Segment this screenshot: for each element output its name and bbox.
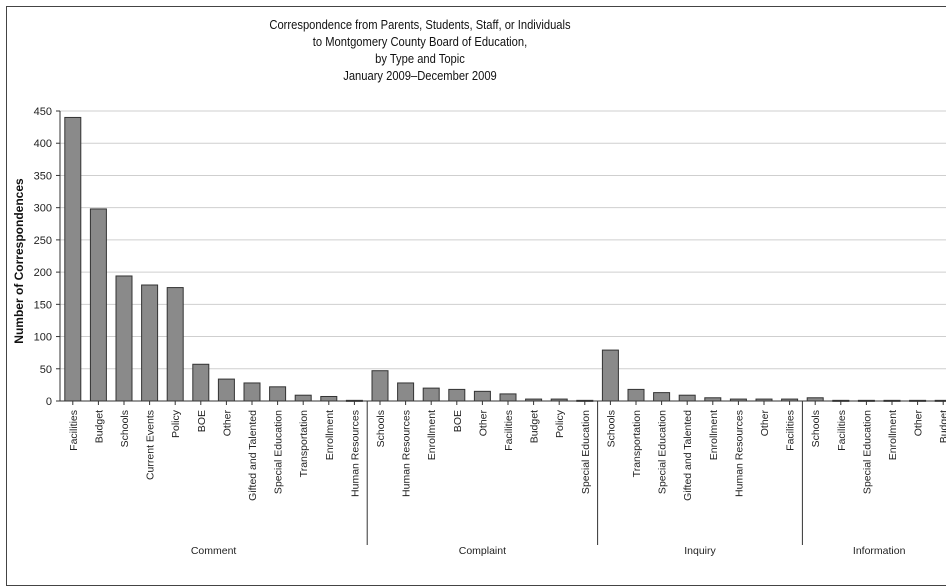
- bar: [678, 394, 696, 402]
- x-tick-label: BOE: [196, 410, 208, 432]
- x-tick-label: BOE: [452, 410, 464, 432]
- x-tick-label: Human Resources: [349, 410, 361, 497]
- x-tick-label: Other: [759, 410, 771, 437]
- bar: [601, 349, 619, 402]
- x-tick-label: Enrollment: [324, 410, 336, 460]
- y-tick-label: 100: [34, 332, 52, 344]
- group-label: Comment: [191, 545, 237, 557]
- bar: [320, 395, 338, 402]
- x-tick-label: Schools: [810, 410, 822, 447]
- x-tick-label: Budget: [938, 410, 946, 443]
- y-tick-label: 200: [34, 267, 52, 279]
- x-tick-label: Schools: [375, 410, 387, 447]
- y-tick-label: 350: [34, 170, 52, 182]
- group-label: Complaint: [459, 545, 506, 557]
- x-tick-label: Gifted and Talented: [247, 410, 259, 501]
- bar: [397, 382, 415, 402]
- x-tick-label: Facilities: [785, 410, 797, 451]
- x-tick-label: Other: [913, 410, 925, 437]
- x-tick-label: Special Education: [273, 410, 285, 494]
- bar: [89, 208, 107, 402]
- x-tick-label: Facilities: [68, 410, 80, 451]
- y-tick-label: 300: [34, 203, 52, 215]
- x-tick-label: Enrollment: [887, 410, 899, 460]
- x-tick-label: Gifted and Talented: [682, 410, 694, 501]
- y-tick-label: 250: [34, 235, 52, 247]
- bar: [192, 363, 210, 402]
- chart-title-line-1: Correspondence from Parents, Students, S…: [269, 17, 571, 32]
- x-tick-label: Schools: [605, 410, 617, 447]
- bar: [115, 275, 133, 402]
- x-tick-label: Other: [221, 410, 233, 437]
- group-label: Information: [853, 545, 906, 557]
- chart-title: Correspondence from Parents, Students, S…: [59, 16, 781, 84]
- x-tick-label: Budget: [529, 410, 541, 443]
- x-tick-label: Facilities: [836, 410, 848, 451]
- bar: [64, 116, 82, 402]
- bar: [217, 378, 235, 402]
- x-tick-label: Special Education: [861, 410, 873, 494]
- bar: [269, 386, 287, 402]
- bar: [627, 388, 645, 402]
- x-tick-label: Special Education: [580, 410, 592, 494]
- x-tick-label: Current Events: [145, 410, 157, 480]
- bar: [166, 287, 184, 402]
- bar: [653, 392, 671, 402]
- y-axis-label: Number of Correspondences: [12, 178, 26, 344]
- y-tick-label: 450: [34, 106, 52, 118]
- y-tick-label: 0: [46, 396, 52, 408]
- x-tick-label: Human Resources: [401, 410, 413, 497]
- chart-title-line-3: by Type and Topic: [375, 51, 465, 66]
- bar: [422, 387, 440, 402]
- x-tick-label: Transportation: [631, 410, 643, 477]
- x-tick-label: Special Education: [657, 410, 669, 494]
- group-label: Inquiry: [684, 545, 716, 557]
- y-tick-label: 50: [40, 364, 52, 376]
- y-tick-label: 150: [34, 299, 52, 311]
- x-tick-label: Enrollment: [708, 410, 720, 460]
- chart-title-line-4: January 2009–December 2009: [343, 68, 497, 83]
- x-tick-label: Transportation: [298, 410, 310, 477]
- bar: [473, 390, 491, 402]
- chart-frame: [6, 6, 946, 586]
- bar: [141, 284, 159, 402]
- bar: [371, 370, 389, 402]
- chart-title-line-2: to Montgomery County Board of Education,: [312, 34, 528, 49]
- x-tick-label: Schools: [119, 410, 131, 447]
- x-tick-label: Enrollment: [426, 410, 438, 460]
- x-tick-label: Policy: [170, 409, 182, 438]
- x-tick-label: Policy: [554, 409, 566, 438]
- bar: [499, 393, 517, 402]
- x-tick-label: Facilities: [503, 410, 515, 451]
- bar: [294, 394, 312, 402]
- bar: [243, 382, 261, 402]
- bar: [448, 388, 466, 402]
- y-tick-label: 400: [34, 138, 52, 150]
- x-tick-label: Other: [477, 410, 489, 437]
- x-tick-label: Human Resources: [733, 410, 745, 497]
- x-tick-label: Budget: [93, 410, 105, 443]
